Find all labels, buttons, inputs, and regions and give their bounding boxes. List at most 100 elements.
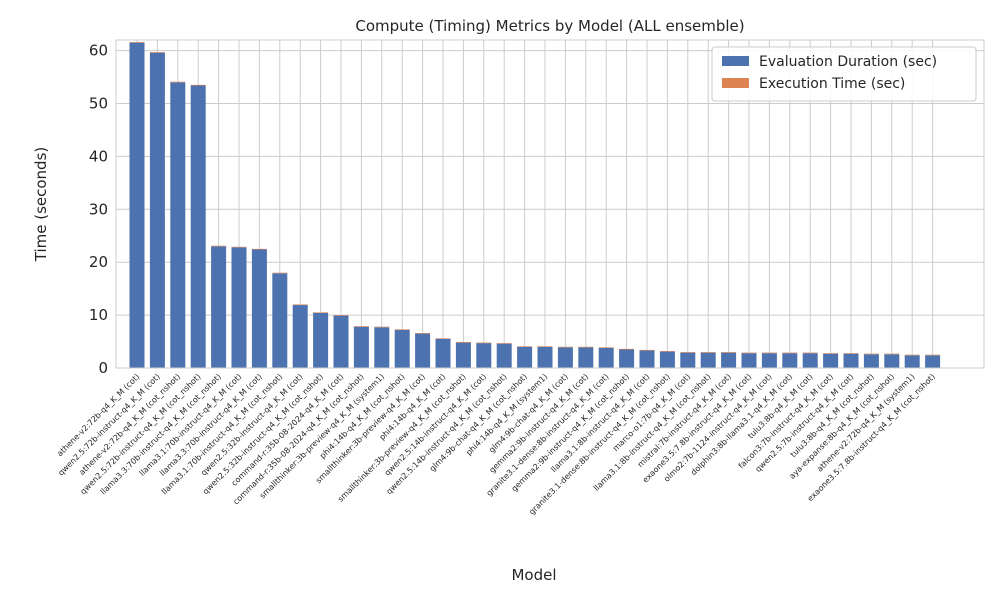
bar-execution-time [292, 304, 308, 306]
bar-evaluation-duration [863, 354, 879, 368]
bar-evaluation-duration [190, 85, 206, 369]
bar-execution-time [823, 353, 839, 354]
bar-evaluation-duration [802, 353, 818, 368]
bar-evaluation-duration [578, 347, 594, 368]
bar-execution-time [272, 272, 288, 274]
bar-evaluation-duration [333, 315, 349, 368]
chart-title: Compute (Timing) Metrics by Model (ALL e… [355, 17, 744, 35]
bar-evaluation-duration [170, 82, 186, 369]
y-axis-title: Time (seconds) [32, 147, 50, 263]
bar-execution-time [251, 248, 267, 250]
bar-execution-time [843, 353, 859, 354]
bar-evaluation-duration [211, 246, 227, 368]
bar-evaluation-duration [884, 354, 900, 368]
bar-execution-time [700, 352, 716, 353]
bar-execution-time [557, 346, 573, 348]
bar-execution-time [741, 352, 757, 354]
y-tick-label: 40 [89, 147, 108, 165]
y-tick-label: 20 [89, 253, 108, 271]
bar-evaluation-duration [537, 346, 553, 368]
bar-execution-time [659, 351, 675, 352]
bar-evaluation-duration [659, 351, 675, 368]
bar-execution-time [782, 352, 798, 354]
bar-evaluation-duration [782, 353, 798, 368]
bar-execution-time [333, 315, 349, 316]
bar-evaluation-duration [741, 353, 757, 368]
bar-evaluation-duration [272, 273, 288, 368]
legend-label-execution-time: Execution Time (sec) [759, 76, 905, 92]
bar-execution-time [639, 349, 655, 351]
bar-execution-time [517, 346, 533, 347]
bar-execution-time [435, 338, 451, 339]
bar-evaluation-duration [251, 249, 267, 368]
bar-execution-time [598, 347, 614, 348]
bar-execution-time [313, 312, 329, 313]
bar-evaluation-duration [435, 338, 451, 368]
bar-execution-time [170, 81, 186, 83]
bar-evaluation-duration [149, 52, 165, 368]
bar-evaluation-duration [292, 305, 308, 368]
bar-execution-time [863, 353, 879, 355]
bar-execution-time [394, 329, 410, 330]
bar-evaluation-duration [129, 42, 145, 368]
plot-frame [115, 39, 985, 369]
bar-evaluation-duration [843, 353, 859, 368]
bar-evaluation-duration [476, 343, 492, 368]
bar-execution-time [129, 42, 145, 43]
bar-execution-time [578, 346, 594, 348]
bar-evaluation-duration [353, 326, 369, 368]
bar-execution-time [190, 84, 206, 86]
bar-evaluation-duration [374, 327, 390, 368]
bar-execution-time [353, 326, 369, 327]
bars [129, 42, 941, 369]
y-tick-labels: 0 10 20 30 40 50 60 [89, 42, 108, 377]
bar-evaluation-duration [761, 353, 777, 368]
bar-execution-time [374, 326, 390, 328]
bar-evaluation-duration [598, 347, 614, 368]
bar-evaluation-duration [496, 343, 512, 368]
legend-label-evaluation-duration: Evaluation Duration (sec) [759, 54, 937, 70]
bar-execution-time [680, 352, 696, 353]
bar-evaluation-duration [394, 329, 410, 368]
x-axis-title: Model [511, 566, 556, 584]
bar-execution-time [761, 352, 777, 354]
bar-evaluation-duration [517, 346, 533, 368]
bar-execution-time [904, 354, 920, 356]
legend: Evaluation Duration (sec) Execution Time… [711, 46, 977, 102]
bar-execution-time [415, 333, 431, 334]
bar-evaluation-duration [680, 352, 696, 368]
bar-evaluation-duration [904, 355, 920, 368]
y-tick-label: 0 [98, 359, 108, 377]
bar-execution-time [619, 348, 635, 350]
bar-evaluation-duration [313, 312, 329, 368]
bar-evaluation-duration [557, 347, 573, 368]
bar-evaluation-duration [721, 352, 737, 368]
legend-swatch-execution-time [722, 78, 749, 88]
bar-evaluation-duration [455, 342, 471, 368]
bar-execution-time [476, 342, 492, 344]
bar-evaluation-duration [231, 247, 247, 368]
y-tick-label: 10 [89, 306, 108, 324]
bar-execution-time [149, 52, 165, 53]
bar-execution-time [211, 245, 227, 247]
bar-evaluation-duration [639, 350, 655, 368]
bar-execution-time [802, 352, 818, 354]
bar-execution-time [925, 354, 941, 356]
bar-evaluation-duration [700, 352, 716, 368]
legend-swatch-evaluation-duration [722, 56, 749, 66]
bar-execution-time [537, 346, 553, 347]
bar-execution-time [496, 343, 512, 344]
y-tick-label: 60 [89, 42, 108, 60]
legend-box [711, 46, 977, 102]
bar-execution-time [455, 342, 471, 343]
bar-execution-time [721, 352, 737, 353]
bar-evaluation-duration [415, 333, 431, 368]
y-tick-label: 50 [89, 94, 108, 112]
bar-evaluation-duration [823, 353, 839, 368]
bar-evaluation-duration [619, 349, 635, 368]
bar-execution-time [884, 353, 900, 355]
y-tick-label: 30 [89, 200, 108, 218]
bar-execution-time [231, 246, 247, 248]
bar-evaluation-duration [925, 355, 941, 368]
